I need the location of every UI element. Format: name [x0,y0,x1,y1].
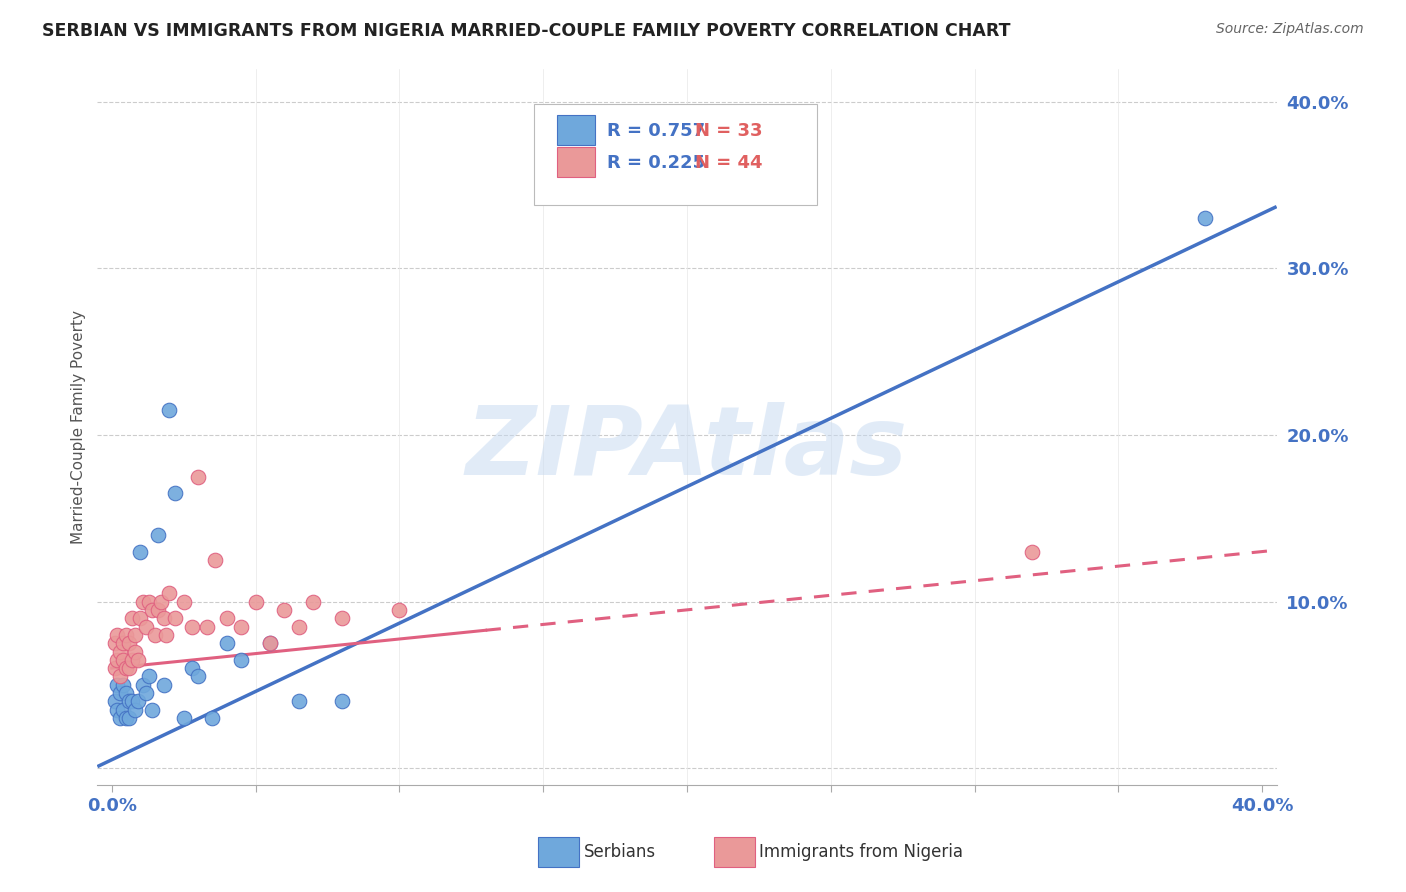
FancyBboxPatch shape [557,147,595,178]
Point [157,586,180,600]
Point [110,711,132,725]
Point [215,611,238,625]
Y-axis label: Married-Couple Family Poverty: Married-Couple Family Poverty [72,310,86,543]
Text: R = 0.225: R = 0.225 [607,154,704,172]
Point [187,669,209,683]
Point [163,486,186,500]
Point [181,619,204,633]
Point [112,653,135,667]
Point [132,678,155,692]
Text: Immigrants from Nigeria: Immigrants from Nigeria [759,843,963,861]
Text: SERBIAN VS IMMIGRANTS FROM NIGERIA MARRIED-COUPLE FAMILY POVERTY CORRELATION CHA: SERBIAN VS IMMIGRANTS FROM NIGERIA MARRI… [42,22,1011,40]
Point [1021,544,1043,558]
Point [330,611,353,625]
Point [107,653,129,667]
Point [124,644,146,658]
Point [127,694,149,708]
Point [330,694,353,708]
Point [231,619,253,633]
Text: R = 0.757: R = 0.757 [607,122,704,140]
Point [118,711,141,725]
Point [181,661,204,675]
Point [201,711,224,725]
Point [141,703,163,717]
Point [112,636,135,650]
Point [138,594,160,608]
Point [157,403,180,417]
Point [104,694,127,708]
Point [138,669,160,683]
Point [302,594,325,608]
Point [129,611,152,625]
Point [112,703,135,717]
Point [112,678,135,692]
Point [231,653,253,667]
Point [107,628,129,642]
Point [155,628,177,642]
Point [104,661,127,675]
Point [259,636,281,650]
Point [187,469,209,483]
Point [110,686,132,700]
Point [204,553,226,567]
Point [132,594,155,608]
Point [287,619,309,633]
Text: N = 44: N = 44 [695,154,762,172]
Point [215,636,238,650]
Point [121,653,143,667]
Text: Serbians: Serbians [583,843,655,861]
Point [115,711,138,725]
Point [141,603,163,617]
Point [135,686,157,700]
Point [146,528,169,542]
Point [124,703,146,717]
Point [152,611,174,625]
Point [124,628,146,642]
Point [121,694,143,708]
Point [118,661,141,675]
Point [107,703,129,717]
Point [121,611,143,625]
FancyBboxPatch shape [557,115,595,145]
Point [1194,211,1216,226]
Point [135,619,157,633]
Point [152,678,174,692]
Point [245,594,267,608]
Point [115,628,138,642]
Point [149,594,172,608]
Point [173,594,195,608]
Point [163,611,186,625]
FancyBboxPatch shape [534,104,817,204]
Point [127,653,149,667]
Point [110,644,132,658]
Point [107,678,129,692]
Point [115,661,138,675]
Point [173,711,195,725]
Text: Source: ZipAtlas.com: Source: ZipAtlas.com [1216,22,1364,37]
Point [195,619,218,633]
Point [146,603,169,617]
Point [287,694,309,708]
Text: ZIPAtlas: ZIPAtlas [465,401,908,495]
Text: N = 33: N = 33 [695,122,762,140]
Point [118,694,141,708]
Point [129,544,152,558]
Point [259,636,281,650]
Point [115,686,138,700]
Point [110,669,132,683]
Point [143,628,166,642]
Point [388,603,411,617]
Point [104,636,127,650]
Point [118,636,141,650]
Point [273,603,295,617]
